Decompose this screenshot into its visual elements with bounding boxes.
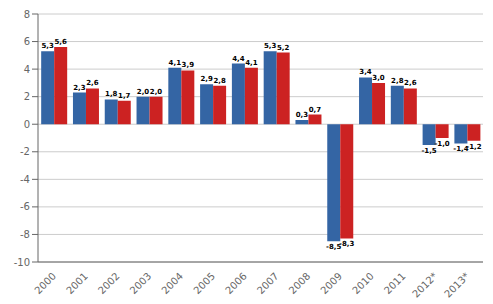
svg-text:2001: 2001 [64, 270, 90, 296]
svg-text:2,6: 2,6 [404, 79, 417, 87]
svg-text:-8: -8 [20, 229, 30, 240]
svg-text:5,6: 5,6 [54, 38, 67, 46]
svg-text:0: 0 [24, 119, 30, 130]
svg-text:1,8: 1,8 [105, 90, 118, 98]
svg-text:-10: -10 [14, 257, 30, 268]
svg-text:-2: -2 [20, 146, 30, 157]
svg-text:6: 6 [24, 36, 30, 47]
svg-text:2010: 2010 [350, 270, 376, 296]
svg-text:2006: 2006 [223, 270, 249, 296]
svg-text:2,3: 2,3 [73, 84, 86, 92]
svg-text:3,9: 3,9 [182, 61, 195, 69]
svg-text:1,7: 1,7 [118, 92, 131, 100]
svg-text:2,0: 2,0 [137, 88, 150, 96]
svg-text:2005: 2005 [191, 270, 217, 296]
svg-text:0,7: 0,7 [309, 106, 322, 114]
svg-text:-6: -6 [20, 201, 30, 212]
svg-text:2002: 2002 [96, 270, 122, 296]
svg-text:2013*: 2013* [442, 270, 471, 299]
svg-text:-8,5: -8,5 [326, 243, 342, 252]
svg-text:2011: 2011 [382, 270, 408, 296]
svg-text:5,3: 5,3 [41, 42, 54, 50]
svg-text:2012*: 2012* [410, 270, 439, 299]
svg-text:2,0: 2,0 [150, 88, 163, 96]
svg-text:2,8: 2,8 [213, 77, 226, 85]
svg-text:2000: 2000 [32, 270, 58, 296]
svg-text:-1,5: -1,5 [421, 147, 436, 155]
svg-text:-4: -4 [20, 174, 30, 185]
svg-text:8: 8 [24, 9, 30, 20]
svg-text:2,8: 2,8 [391, 77, 404, 85]
svg-text:5,3: 5,3 [264, 42, 277, 50]
svg-text:-1,2: -1,2 [466, 143, 481, 151]
svg-text:3,4: 3,4 [359, 68, 372, 76]
svg-text:-1,0: -1,0 [434, 140, 449, 148]
svg-text:4,1: 4,1 [169, 59, 182, 67]
svg-text:2,9: 2,9 [200, 75, 213, 83]
svg-text:2004: 2004 [160, 270, 186, 296]
svg-text:0,3: 0,3 [296, 111, 309, 119]
svg-text:-8,3: -8,3 [339, 240, 354, 248]
svg-text:2,6: 2,6 [86, 79, 99, 87]
svg-text:4,4: 4,4 [232, 55, 245, 63]
svg-text:2009: 2009 [318, 270, 344, 296]
svg-text:2003: 2003 [128, 270, 154, 296]
svg-text:3,0: 3,0 [372, 74, 385, 82]
svg-text:2: 2 [24, 91, 30, 102]
svg-text:2007: 2007 [255, 270, 281, 296]
svg-text:-1,4: -1,4 [453, 145, 469, 154]
svg-text:4,1: 4,1 [245, 59, 258, 67]
svg-text:2008: 2008 [287, 270, 313, 296]
svg-text:4: 4 [24, 64, 30, 75]
svg-text:5,2: 5,2 [277, 44, 290, 52]
